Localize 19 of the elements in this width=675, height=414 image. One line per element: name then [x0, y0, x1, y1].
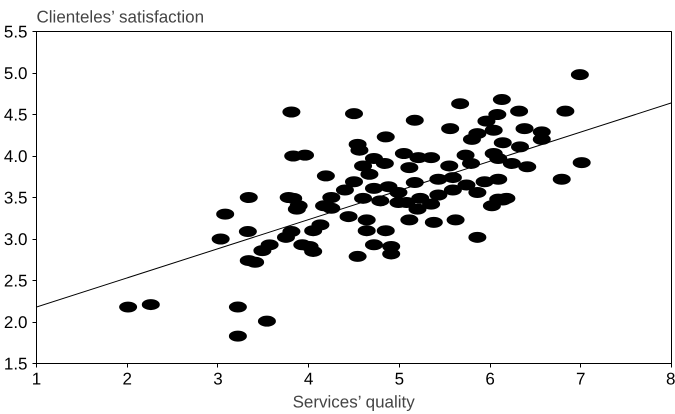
y-tick-label: 2.5 — [4, 272, 28, 290]
x-axis-title: Services’ quality — [292, 392, 416, 412]
y-tick-label: 1.5 — [4, 354, 28, 374]
y-axis-title: Clienteles’ satisfaction — [36, 8, 204, 26]
x-tick-label: 5 — [394, 370, 404, 388]
x-tick-label: 6 — [485, 370, 495, 388]
y-tick-label: 5.5 — [4, 22, 28, 42]
x-tick-label: 3 — [213, 370, 223, 388]
y-tick-label: 5.0 — [4, 64, 28, 83]
y-tick-label: 3.5 — [4, 188, 28, 208]
y-tick-label: 4.0 — [4, 147, 28, 166]
y-tick-label: 2.0 — [4, 313, 28, 332]
x-tick-label: 4 — [304, 370, 314, 388]
y-tick-label: 4.5 — [4, 106, 28, 124]
x-tick-label: 2 — [122, 370, 132, 388]
x-tick-label: 8 — [666, 370, 675, 388]
x-tick-label: 7 — [576, 370, 586, 388]
y-tick-label: 3.0 — [4, 230, 28, 249]
x-tick-label: 1 — [32, 370, 42, 388]
